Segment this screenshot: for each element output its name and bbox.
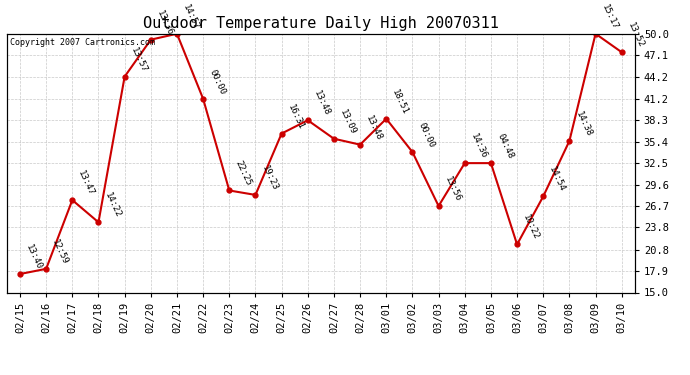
- Text: 14:38: 14:38: [573, 110, 593, 138]
- Text: 00:00: 00:00: [207, 68, 227, 96]
- Text: 13:57: 13:57: [129, 46, 148, 74]
- Text: 13:40: 13:40: [24, 243, 43, 271]
- Text: 13:09: 13:09: [338, 108, 357, 136]
- Text: 13:36: 13:36: [155, 9, 175, 37]
- Text: 12:59: 12:59: [50, 238, 70, 266]
- Text: 15:17: 15:17: [600, 3, 619, 31]
- Text: 14:54: 14:54: [547, 165, 567, 194]
- Text: 13:47: 13:47: [77, 169, 96, 197]
- Text: 14:57: 14:57: [181, 3, 201, 31]
- Text: 19:23: 19:23: [259, 164, 279, 192]
- Text: 18:51: 18:51: [391, 88, 410, 116]
- Text: 13:48: 13:48: [364, 114, 384, 142]
- Text: 16:31: 16:31: [286, 103, 305, 131]
- Text: 13:52: 13:52: [626, 21, 645, 50]
- Text: Copyright 2007 Cartronics.com: Copyright 2007 Cartronics.com: [10, 38, 155, 46]
- Text: 22:25: 22:25: [233, 159, 253, 188]
- Text: 00:00: 00:00: [417, 121, 436, 149]
- Text: 14:22: 14:22: [103, 191, 122, 219]
- Text: 13:48: 13:48: [312, 89, 331, 117]
- Text: 13:56: 13:56: [443, 175, 462, 203]
- Text: 14:36: 14:36: [469, 132, 489, 160]
- Text: 04:48: 04:48: [495, 132, 515, 160]
- Title: Outdoor Temperature Daily High 20070311: Outdoor Temperature Daily High 20070311: [143, 16, 499, 31]
- Text: 10:22: 10:22: [521, 213, 541, 242]
